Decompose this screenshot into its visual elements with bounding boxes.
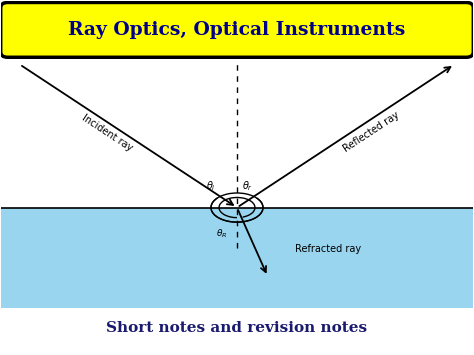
Text: Incident ray: Incident ray [80, 112, 134, 153]
Text: Refracted ray: Refracted ray [295, 244, 361, 254]
Text: Reflected ray: Reflected ray [342, 110, 401, 154]
FancyBboxPatch shape [0, 2, 474, 57]
Text: $\theta_i$: $\theta_i$ [206, 180, 216, 193]
Text: $\theta_R$: $\theta_R$ [216, 227, 228, 240]
Text: Short notes and revision notes: Short notes and revision notes [107, 321, 367, 335]
Bar [0, 208, 474, 308]
Text: Normal: Normal [217, 51, 257, 61]
Text: $\theta_r$: $\theta_r$ [242, 180, 253, 193]
Text: Ray Optics, Optical Instruments: Ray Optics, Optical Instruments [68, 21, 406, 39]
